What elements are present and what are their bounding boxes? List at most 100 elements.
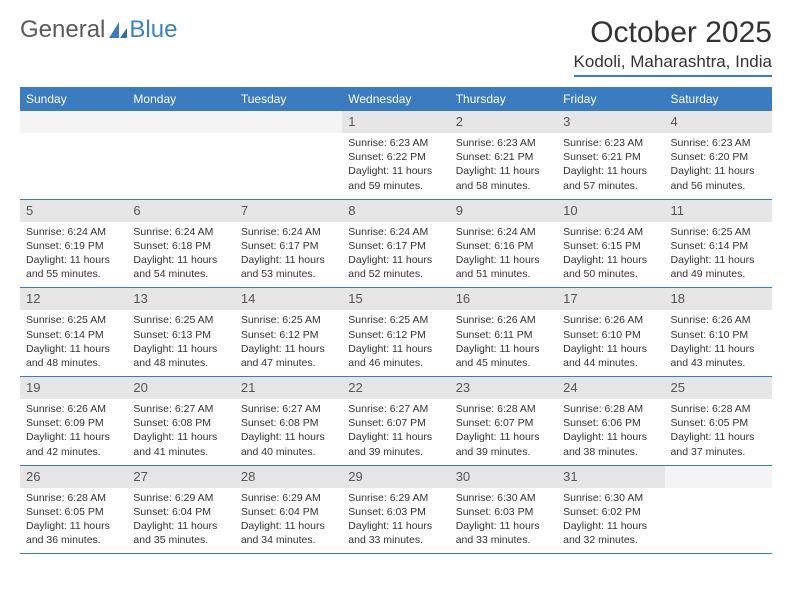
- daylight-text: Daylight: 11 hours and 32 minutes.: [563, 519, 658, 547]
- day-cell: [235, 111, 342, 200]
- day-cell: 3Sunrise: 6:23 AMSunset: 6:21 PMDaylight…: [557, 111, 664, 200]
- day-body: [665, 488, 772, 546]
- day-cell: 5Sunrise: 6:24 AMSunset: 6:19 PMDaylight…: [20, 200, 127, 289]
- daylight-text: Daylight: 11 hours and 48 minutes.: [26, 342, 121, 370]
- day-body: Sunrise: 6:23 AMSunset: 6:20 PMDaylight:…: [665, 133, 772, 193]
- sunrise-text: Sunrise: 6:28 AM: [671, 402, 766, 416]
- day-body: Sunrise: 6:23 AMSunset: 6:21 PMDaylight:…: [557, 133, 664, 193]
- days-of-week-header: Sunday Monday Tuesday Wednesday Thursday…: [20, 87, 772, 111]
- sunrise-text: Sunrise: 6:25 AM: [348, 313, 443, 327]
- location: Kodoli, Maharashtra, India: [574, 52, 772, 77]
- daylight-text: Daylight: 11 hours and 39 minutes.: [348, 430, 443, 458]
- sunrise-text: Sunrise: 6:24 AM: [456, 225, 551, 239]
- sunset-text: Sunset: 6:13 PM: [133, 328, 228, 342]
- daylight-text: Daylight: 11 hours and 33 minutes.: [456, 519, 551, 547]
- sunrise-text: Sunrise: 6:25 AM: [241, 313, 336, 327]
- sunrise-text: Sunrise: 6:26 AM: [26, 402, 121, 416]
- sunset-text: Sunset: 6:10 PM: [563, 328, 658, 342]
- dow-tuesday: Tuesday: [235, 87, 342, 111]
- day-number: 13: [127, 288, 234, 310]
- day-cell: [665, 466, 772, 555]
- day-cell: 25Sunrise: 6:28 AMSunset: 6:05 PMDayligh…: [665, 377, 772, 466]
- sunrise-text: Sunrise: 6:24 AM: [563, 225, 658, 239]
- day-number: [20, 111, 127, 133]
- sunrise-text: Sunrise: 6:26 AM: [563, 313, 658, 327]
- day-cell: [20, 111, 127, 200]
- day-number: 17: [557, 288, 664, 310]
- day-cell: 18Sunrise: 6:26 AMSunset: 6:10 PMDayligh…: [665, 288, 772, 377]
- day-body: Sunrise: 6:25 AMSunset: 6:14 PMDaylight:…: [665, 222, 772, 282]
- sunrise-text: Sunrise: 6:26 AM: [671, 313, 766, 327]
- sunrise-text: Sunrise: 6:27 AM: [133, 402, 228, 416]
- daylight-text: Daylight: 11 hours and 40 minutes.: [241, 430, 336, 458]
- day-body: Sunrise: 6:28 AMSunset: 6:05 PMDaylight:…: [20, 488, 127, 548]
- day-cell: 8Sunrise: 6:24 AMSunset: 6:17 PMDaylight…: [342, 200, 449, 289]
- dow-sunday: Sunday: [20, 87, 127, 111]
- day-number: 9: [450, 200, 557, 222]
- daylight-text: Daylight: 11 hours and 35 minutes.: [133, 519, 228, 547]
- sunrise-text: Sunrise: 6:27 AM: [348, 402, 443, 416]
- sunset-text: Sunset: 6:03 PM: [456, 505, 551, 519]
- sunrise-text: Sunrise: 6:29 AM: [241, 491, 336, 505]
- sunset-text: Sunset: 6:02 PM: [563, 505, 658, 519]
- sunset-text: Sunset: 6:22 PM: [348, 150, 443, 164]
- day-body: Sunrise: 6:29 AMSunset: 6:03 PMDaylight:…: [342, 488, 449, 548]
- daylight-text: Daylight: 11 hours and 57 minutes.: [563, 164, 658, 192]
- sunset-text: Sunset: 6:10 PM: [671, 328, 766, 342]
- header: General Blue October 2025 Kodoli, Mahara…: [20, 16, 772, 77]
- daylight-text: Daylight: 11 hours and 39 minutes.: [456, 430, 551, 458]
- sunrise-text: Sunrise: 6:29 AM: [133, 491, 228, 505]
- sunrise-text: Sunrise: 6:27 AM: [241, 402, 336, 416]
- day-body: Sunrise: 6:27 AMSunset: 6:08 PMDaylight:…: [127, 399, 234, 459]
- sunrise-text: Sunrise: 6:25 AM: [133, 313, 228, 327]
- day-number: 31: [557, 466, 664, 488]
- day-cell: 7Sunrise: 6:24 AMSunset: 6:17 PMDaylight…: [235, 200, 342, 289]
- daylight-text: Daylight: 11 hours and 43 minutes.: [671, 342, 766, 370]
- day-number: 28: [235, 466, 342, 488]
- sunrise-text: Sunrise: 6:24 AM: [241, 225, 336, 239]
- sunrise-text: Sunrise: 6:26 AM: [456, 313, 551, 327]
- sunset-text: Sunset: 6:17 PM: [348, 239, 443, 253]
- day-number: [235, 111, 342, 133]
- day-body: Sunrise: 6:25 AMSunset: 6:12 PMDaylight:…: [235, 310, 342, 370]
- daylight-text: Daylight: 11 hours and 34 minutes.: [241, 519, 336, 547]
- week-row: 19Sunrise: 6:26 AMSunset: 6:09 PMDayligh…: [20, 377, 772, 466]
- week-row: 5Sunrise: 6:24 AMSunset: 6:19 PMDaylight…: [20, 200, 772, 289]
- day-body: Sunrise: 6:25 AMSunset: 6:12 PMDaylight:…: [342, 310, 449, 370]
- logo-text-general: General: [20, 16, 105, 44]
- day-cell: [127, 111, 234, 200]
- daylight-text: Daylight: 11 hours and 47 minutes.: [241, 342, 336, 370]
- sunset-text: Sunset: 6:12 PM: [348, 328, 443, 342]
- logo: General Blue: [20, 16, 177, 44]
- day-cell: 21Sunrise: 6:27 AMSunset: 6:08 PMDayligh…: [235, 377, 342, 466]
- sunrise-text: Sunrise: 6:28 AM: [456, 402, 551, 416]
- day-cell: 14Sunrise: 6:25 AMSunset: 6:12 PMDayligh…: [235, 288, 342, 377]
- day-cell: 2Sunrise: 6:23 AMSunset: 6:21 PMDaylight…: [450, 111, 557, 200]
- daylight-text: Daylight: 11 hours and 37 minutes.: [671, 430, 766, 458]
- daylight-text: Daylight: 11 hours and 38 minutes.: [563, 430, 658, 458]
- daylight-text: Daylight: 11 hours and 52 minutes.: [348, 253, 443, 281]
- day-body: [235, 133, 342, 191]
- sunset-text: Sunset: 6:15 PM: [563, 239, 658, 253]
- sunrise-text: Sunrise: 6:23 AM: [563, 136, 658, 150]
- day-cell: 20Sunrise: 6:27 AMSunset: 6:08 PMDayligh…: [127, 377, 234, 466]
- day-body: Sunrise: 6:24 AMSunset: 6:17 PMDaylight:…: [235, 222, 342, 282]
- sunset-text: Sunset: 6:08 PM: [133, 416, 228, 430]
- day-number: 2: [450, 111, 557, 133]
- day-cell: 31Sunrise: 6:30 AMSunset: 6:02 PMDayligh…: [557, 466, 664, 555]
- sunset-text: Sunset: 6:19 PM: [26, 239, 121, 253]
- day-body: Sunrise: 6:30 AMSunset: 6:02 PMDaylight:…: [557, 488, 664, 548]
- sunrise-text: Sunrise: 6:28 AM: [563, 402, 658, 416]
- day-number: 29: [342, 466, 449, 488]
- day-number: [665, 466, 772, 488]
- day-number: 30: [450, 466, 557, 488]
- sunset-text: Sunset: 6:08 PM: [241, 416, 336, 430]
- sunset-text: Sunset: 6:18 PM: [133, 239, 228, 253]
- week-row: 26Sunrise: 6:28 AMSunset: 6:05 PMDayligh…: [20, 466, 772, 555]
- sunset-text: Sunset: 6:05 PM: [671, 416, 766, 430]
- sunrise-text: Sunrise: 6:23 AM: [671, 136, 766, 150]
- day-cell: 12Sunrise: 6:25 AMSunset: 6:14 PMDayligh…: [20, 288, 127, 377]
- day-number: 12: [20, 288, 127, 310]
- daylight-text: Daylight: 11 hours and 45 minutes.: [456, 342, 551, 370]
- day-cell: 23Sunrise: 6:28 AMSunset: 6:07 PMDayligh…: [450, 377, 557, 466]
